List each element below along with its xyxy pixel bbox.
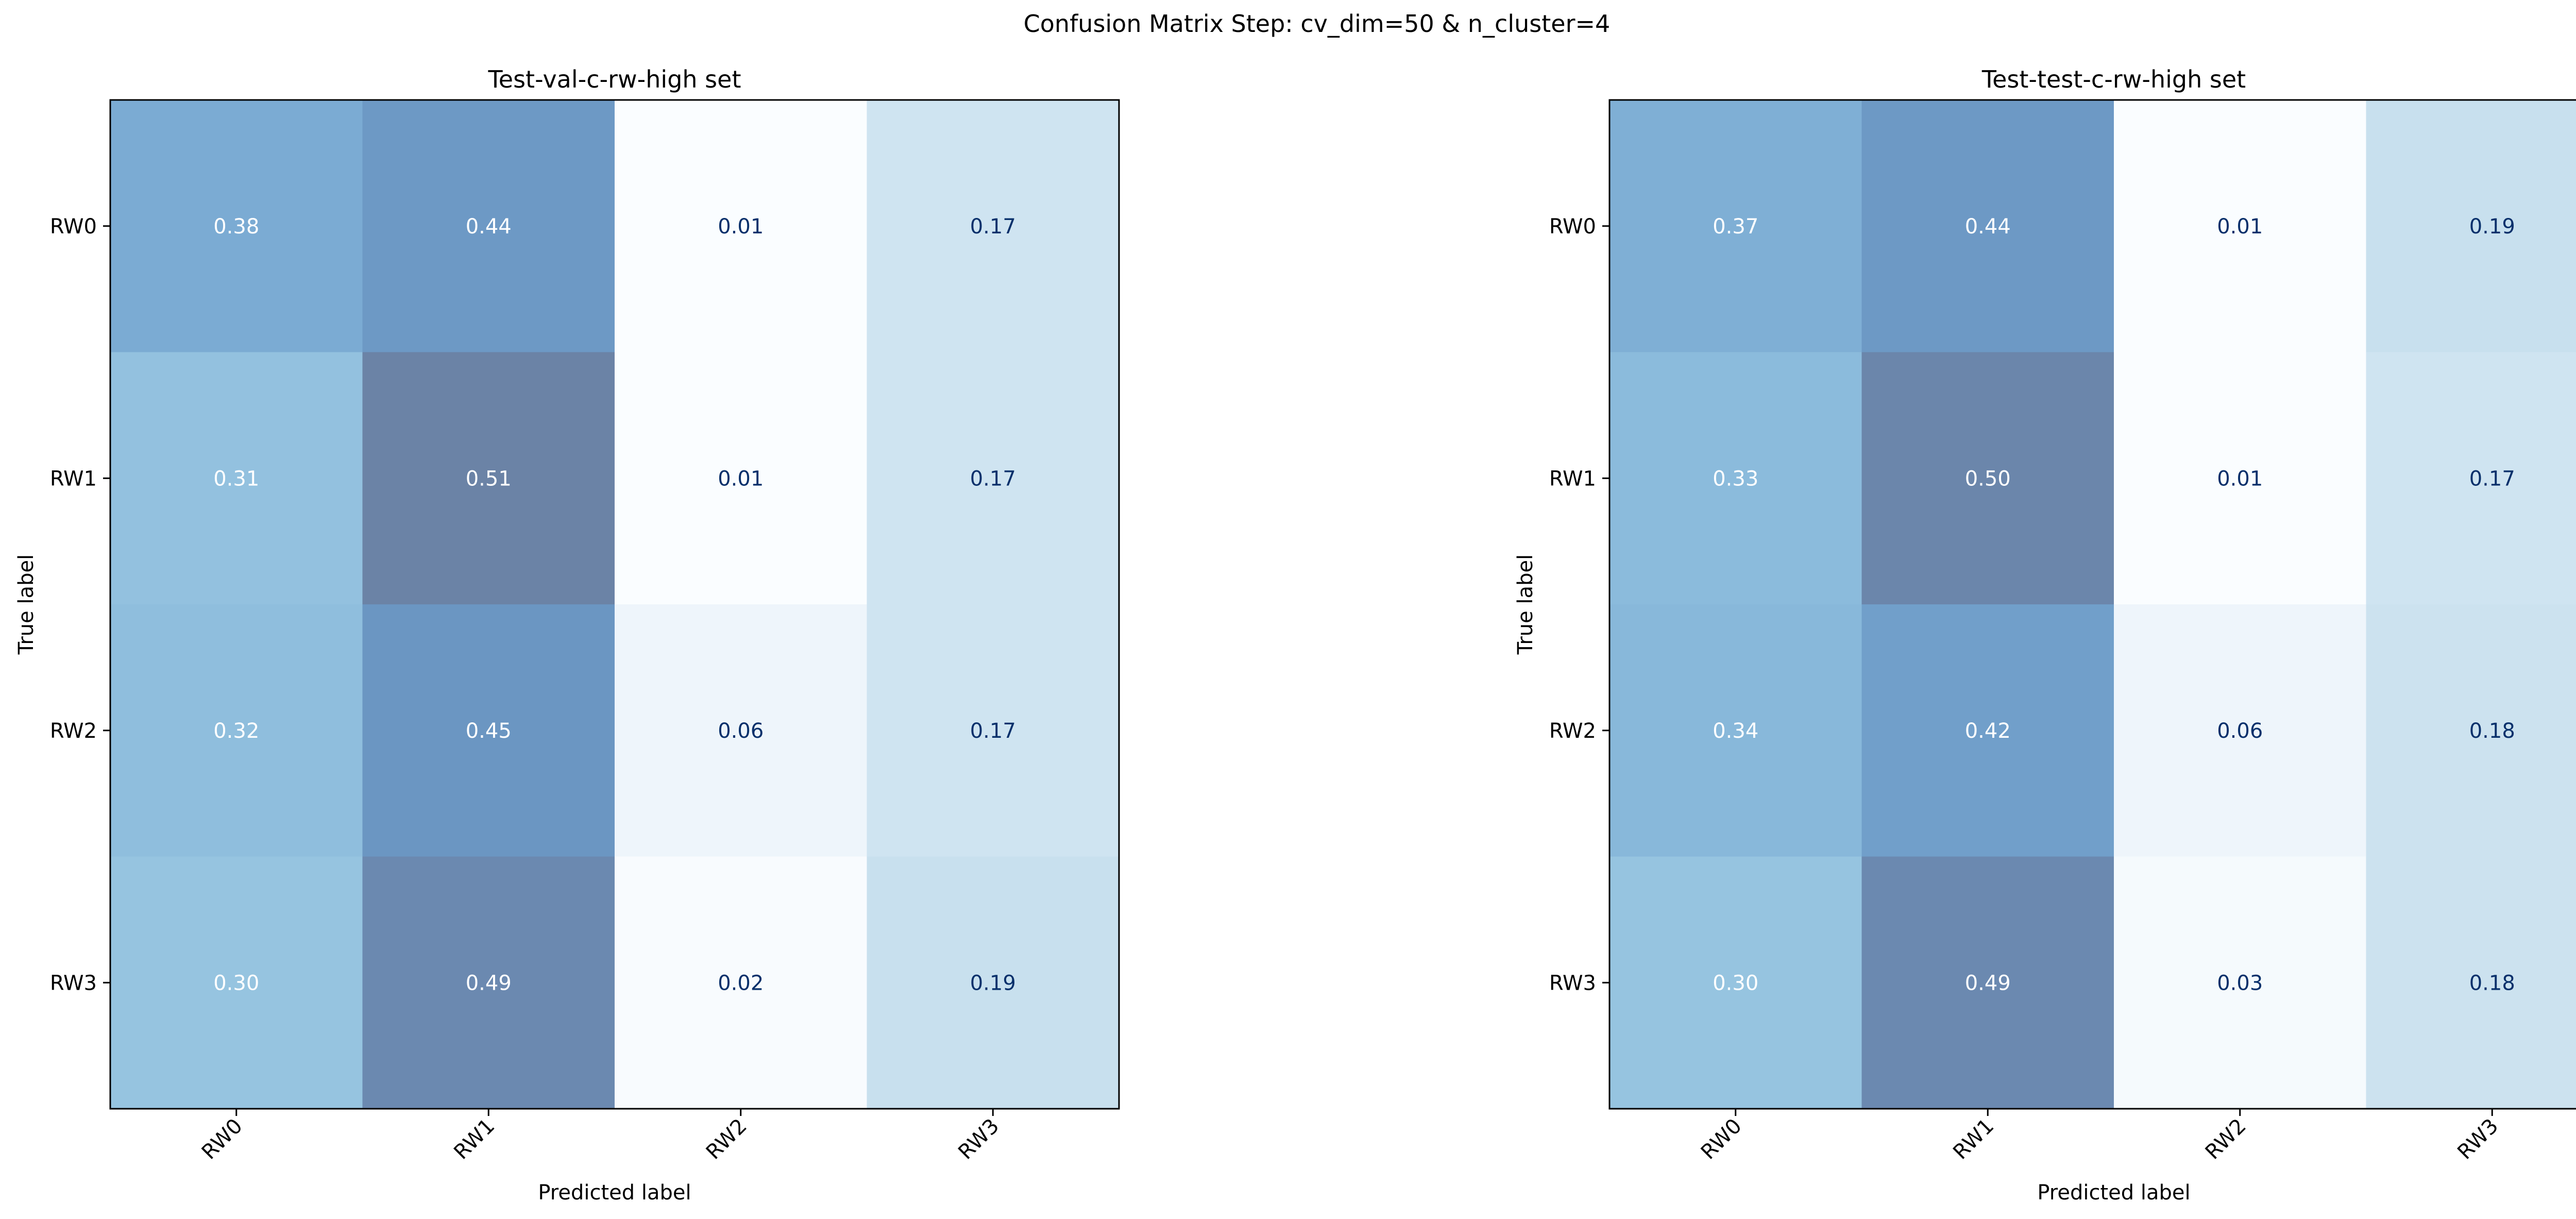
cell-value-label: 0.49 — [1965, 971, 2011, 995]
cell-value-label: 0.17 — [2469, 467, 2515, 490]
axes-title: Test-test-c-rw-high set — [1981, 65, 2246, 93]
cell-value-label: 0.34 — [1713, 719, 1758, 743]
cell-value-label: 0.38 — [213, 215, 259, 239]
y-tick-label: RW3 — [1549, 971, 1596, 995]
heatmap-cell — [2366, 604, 2576, 857]
heatmap-cell — [1861, 856, 2114, 1109]
cell-value-label: 0.37 — [1713, 215, 1758, 239]
heatmap-panel-0: 0.38 0.44 0.01 0.17 0.31 0.51 0.01 0.17 0.32 0.45… — [14, 65, 1120, 1205]
cell-value-label: 0.51 — [466, 467, 512, 490]
heatmap-cell — [615, 352, 867, 605]
axes-frame — [109, 99, 1120, 1110]
y-tick-label: RW1 — [50, 467, 97, 490]
cell-value-label: 0.49 — [466, 971, 512, 995]
y-tick-label: RW1 — [1549, 467, 1596, 490]
heatmap-cell — [362, 352, 615, 605]
heatmap-cell — [2114, 604, 2366, 857]
heatmap-cell — [2114, 856, 2366, 1109]
cell-value-label: 0.18 — [2469, 971, 2515, 995]
heatmap-cell — [362, 856, 615, 1109]
y-tick-label: RW2 — [50, 719, 97, 743]
cell-value-label: 0.19 — [2469, 215, 2515, 239]
cell-value-label: 0.06 — [2217, 719, 2263, 743]
cell-value-label: 0.19 — [970, 971, 1016, 995]
heatmap-cell — [867, 100, 1120, 352]
heatmap-cell — [615, 100, 867, 352]
cell-value-label: 0.02 — [718, 971, 764, 995]
x-axis-label: Predicted label — [2037, 1181, 2190, 1205]
heatmap-cell — [2114, 352, 2366, 605]
heatmap-cell — [110, 100, 363, 352]
x-axis-label: Predicted label — [538, 1181, 691, 1205]
heatmap-cell — [110, 352, 363, 605]
heatmap-cell — [1609, 352, 1862, 605]
cell-value-label: 0.17 — [970, 215, 1016, 239]
cell-value-label: 0.50 — [1965, 467, 2011, 490]
heatmap-cell — [362, 604, 615, 857]
cell-value-label: 0.01 — [2217, 467, 2263, 490]
y-tick-label: RW2 — [1549, 719, 1596, 743]
cell-value-label: 0.17 — [970, 467, 1016, 490]
heatmap-cell — [867, 604, 1120, 857]
cell-value-label: 0.30 — [213, 971, 259, 995]
figure-suptitle: Confusion Matrix Step: cv_dim=50 & n_clu… — [1024, 10, 1611, 38]
cell-value-label: 0.33 — [1713, 467, 1758, 490]
cell-value-label: 0.01 — [718, 467, 764, 490]
heatmap-cell — [2114, 100, 2366, 352]
cell-value-label: 0.44 — [1965, 215, 2011, 239]
heatmap-cell — [2366, 100, 2576, 352]
y-tick-label: RW0 — [1549, 215, 1596, 239]
heatmap-cell — [1861, 352, 2114, 605]
heatmap-cell — [867, 352, 1120, 605]
heatmap-cell — [1609, 604, 1862, 857]
cell-value-label: 0.01 — [718, 215, 764, 239]
cell-value-label: 0.45 — [466, 719, 512, 743]
cell-value-label: 0.06 — [718, 719, 764, 743]
heatmap-cell — [1609, 100, 1862, 352]
axes-title: Test-val-c-rw-high set — [488, 65, 741, 93]
cell-value-label: 0.17 — [970, 719, 1016, 743]
cell-value-label: 0.31 — [213, 467, 259, 490]
cell-value-label: 0.42 — [1965, 719, 2011, 743]
y-tick-label: RW0 — [50, 215, 97, 239]
heatmap-panel-1: 0.37 0.44 0.01 0.19 0.33 0.50 0.01 0.17 0.34 0.42… — [1514, 65, 2576, 1205]
heatmap-cell — [615, 856, 867, 1109]
y-axis-label: True label — [14, 554, 38, 655]
cell-value-label: 0.01 — [2217, 215, 2263, 239]
heatmap-cell — [362, 100, 615, 352]
heatmap-cell — [615, 604, 867, 857]
cell-value-label: 0.30 — [1713, 971, 1758, 995]
cell-value-label: 0.32 — [213, 719, 259, 743]
heatmap-cell — [110, 604, 363, 857]
heatmap-cell — [867, 856, 1120, 1109]
y-tick-label: RW3 — [50, 971, 97, 995]
axes-frame — [1608, 99, 2576, 1110]
heatmap-cell — [1861, 604, 2114, 857]
cell-value-label: 0.44 — [466, 215, 512, 239]
cell-value-label: 0.03 — [2217, 971, 2263, 995]
cell-value-label: 0.18 — [2469, 719, 2515, 743]
heatmap-cell — [2366, 352, 2576, 605]
heatmap-cell — [110, 856, 363, 1109]
heatmap-cell — [1609, 856, 1862, 1109]
y-axis-label: True label — [1514, 554, 1537, 655]
heatmap-panels: 0.38 0.44 0.01 0.17 0.31 0.51 0.01 0.17 0.32 0.45… — [14, 65, 2576, 1205]
heatmap-cell — [2366, 856, 2576, 1109]
heatmap-cell — [1861, 100, 2114, 352]
